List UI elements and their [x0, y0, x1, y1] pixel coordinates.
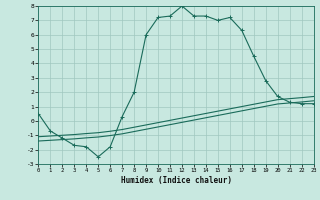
X-axis label: Humidex (Indice chaleur): Humidex (Indice chaleur) [121, 176, 231, 185]
